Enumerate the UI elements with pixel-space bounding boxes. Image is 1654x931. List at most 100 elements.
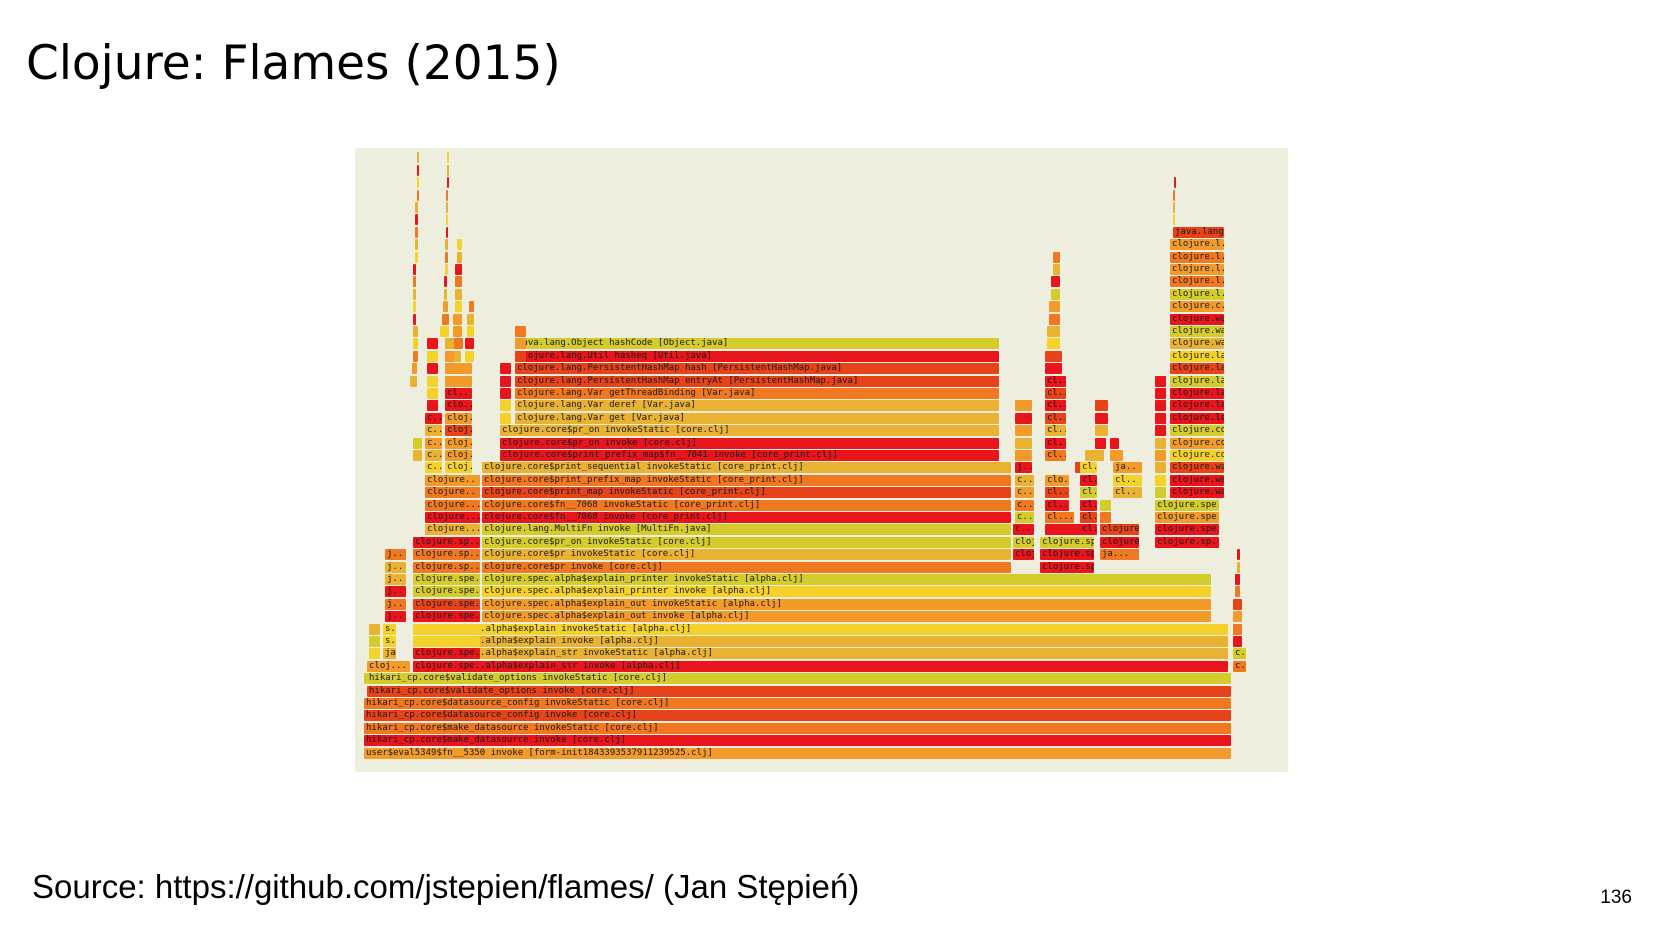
flame-frame: ja.. bbox=[1113, 462, 1142, 474]
flame-graph: user$eval5349$fn__5350 invoke [form-init… bbox=[355, 148, 1288, 772]
flame-frame: cl.. bbox=[445, 388, 472, 399]
flame-frame: clojure.sp... bbox=[413, 536, 480, 548]
flame-frame: c... bbox=[1015, 512, 1034, 523]
flame-frame: clojure.wal.. bbox=[1170, 474, 1224, 486]
flame-frame bbox=[1155, 375, 1166, 387]
flame-frame bbox=[455, 288, 462, 300]
flame-frame: cl.. bbox=[1045, 412, 1066, 424]
flame-frame bbox=[417, 177, 419, 189]
flame-frame: c.. bbox=[1015, 487, 1034, 499]
flame-frame bbox=[413, 450, 422, 461]
flame-frame: j.. bbox=[385, 574, 406, 585]
flame-frame bbox=[1015, 412, 1032, 424]
flame-frame: clojure.spe... bbox=[413, 648, 480, 660]
flame-frame bbox=[415, 214, 418, 226]
flame-frame: clojure... bbox=[1013, 549, 1034, 561]
flame-frame: clojure.core$print_map invokeStatic [cor… bbox=[482, 487, 1011, 499]
flame-frame: c.. bbox=[425, 462, 442, 474]
flame-frame bbox=[417, 164, 419, 176]
flame-frame bbox=[427, 350, 438, 362]
flame-frame bbox=[1095, 425, 1108, 437]
flame-frame: cloj.. bbox=[445, 450, 472, 461]
flame-frame bbox=[1233, 598, 1242, 610]
flame-frame: clojure.core$print_prefix_map$fn__7041 i… bbox=[500, 450, 999, 461]
flame-frame: clojure.la.. bbox=[1170, 350, 1224, 362]
flame-frame: cloj... bbox=[367, 660, 410, 672]
flame-frame: c.. bbox=[425, 450, 442, 461]
flame-frame bbox=[445, 264, 448, 275]
slide-title: Clojure: Flames (2015) bbox=[26, 36, 561, 91]
flame-frame bbox=[1047, 326, 1060, 337]
flame-frame: clojure.la.. bbox=[1170, 412, 1224, 424]
flame-frame bbox=[413, 623, 480, 635]
flame-frame bbox=[1015, 400, 1032, 412]
flame-frame: clojure.spe... bbox=[413, 598, 480, 610]
flame-frame bbox=[413, 636, 480, 647]
page-number: 136 bbox=[1600, 887, 1632, 908]
flame-frame: clojure.l.. bbox=[1170, 251, 1224, 263]
flame-frame bbox=[1110, 437, 1119, 449]
flame-frame: clojure.l.. bbox=[1170, 276, 1224, 288]
flame-frame bbox=[515, 326, 526, 337]
flame-frame bbox=[413, 326, 418, 337]
flame-frame: clojure.spe.. bbox=[413, 586, 480, 598]
flame-frame: clojure.spe... bbox=[413, 660, 480, 672]
flame-frame: clojure... bbox=[425, 512, 480, 523]
flame-frame bbox=[415, 226, 418, 238]
flame-frame: clojure.co.. bbox=[1170, 450, 1224, 461]
flame-frame bbox=[465, 338, 474, 350]
flame-frame: c... bbox=[1233, 648, 1246, 660]
flame-frame bbox=[1100, 499, 1111, 511]
flame-frame: c... bbox=[1015, 499, 1034, 511]
flame-frame bbox=[444, 276, 447, 288]
flame-frame bbox=[427, 363, 438, 375]
flame-frame bbox=[443, 301, 448, 313]
flame-frame bbox=[415, 239, 418, 251]
flame-frame bbox=[1237, 549, 1240, 561]
flame-frame bbox=[1155, 450, 1166, 461]
flame-frame bbox=[1085, 450, 1104, 461]
flame-frame bbox=[446, 202, 448, 213]
flame-frame bbox=[1049, 301, 1060, 313]
flame-frame bbox=[457, 239, 462, 251]
flame-frame: hikari_cp.core$validate_options invoke [… bbox=[367, 685, 1231, 697]
flame-frame bbox=[1233, 611, 1242, 623]
flame-frame: clojure.sp... bbox=[413, 549, 480, 561]
flame-frame: hikari_cp.core$make_datasource invokeSta… bbox=[364, 722, 1231, 734]
flame-frame bbox=[500, 388, 511, 399]
flame-frame: clojure.spe.. bbox=[1155, 512, 1219, 523]
flame-frame bbox=[1015, 437, 1032, 449]
flame-frame: cl.. bbox=[1080, 524, 1097, 536]
flame-frame: clojure.lang.PersistentHashMap entryAt [… bbox=[515, 375, 999, 387]
flame-frame bbox=[417, 189, 419, 201]
flame-frame: clojure.spec.alpha$explain_str invoke [a… bbox=[413, 660, 1228, 672]
flame-frame bbox=[455, 276, 462, 288]
flame-frame: clojure.l.. bbox=[1170, 288, 1224, 300]
flame-frame bbox=[1155, 400, 1166, 412]
flame-frame bbox=[369, 648, 380, 660]
flame-frame: cl.. bbox=[1045, 400, 1066, 412]
flame-frame: clojure.lang.Util hasheq [Util.java] bbox=[515, 350, 999, 362]
flame-frame: clojure.sp... bbox=[1155, 536, 1219, 548]
flame-frame bbox=[1100, 512, 1111, 523]
source-citation: Source: https://github.com/jstepien/flam… bbox=[32, 868, 860, 905]
flame-frame bbox=[1045, 524, 1094, 536]
flame-frame bbox=[455, 264, 462, 275]
flame-frame bbox=[442, 313, 449, 325]
flame-frame: clojure.wal.. bbox=[1170, 462, 1224, 474]
flame-frame bbox=[413, 437, 422, 449]
flame-frame bbox=[445, 363, 472, 375]
flame-frame bbox=[1155, 425, 1166, 437]
flame-frame: java.lang.. bbox=[1173, 226, 1224, 238]
flame-frame bbox=[410, 375, 417, 387]
flame-frame bbox=[445, 375, 472, 387]
flame-frame: clojure.lang.PersistentHashMap hash [Per… bbox=[515, 363, 999, 375]
flame-frame bbox=[1053, 251, 1060, 263]
flame-frame bbox=[444, 288, 447, 300]
flame-frame bbox=[467, 313, 474, 325]
flame-frame bbox=[427, 388, 438, 399]
flame-frame: clojure.spe.. bbox=[1040, 549, 1094, 561]
flame-frame: cl... bbox=[1045, 499, 1069, 511]
flame-frame: clojure.la.. bbox=[1170, 388, 1224, 399]
flame-frame: clojure.core$fn__7068 invoke [core_print… bbox=[482, 512, 1011, 523]
